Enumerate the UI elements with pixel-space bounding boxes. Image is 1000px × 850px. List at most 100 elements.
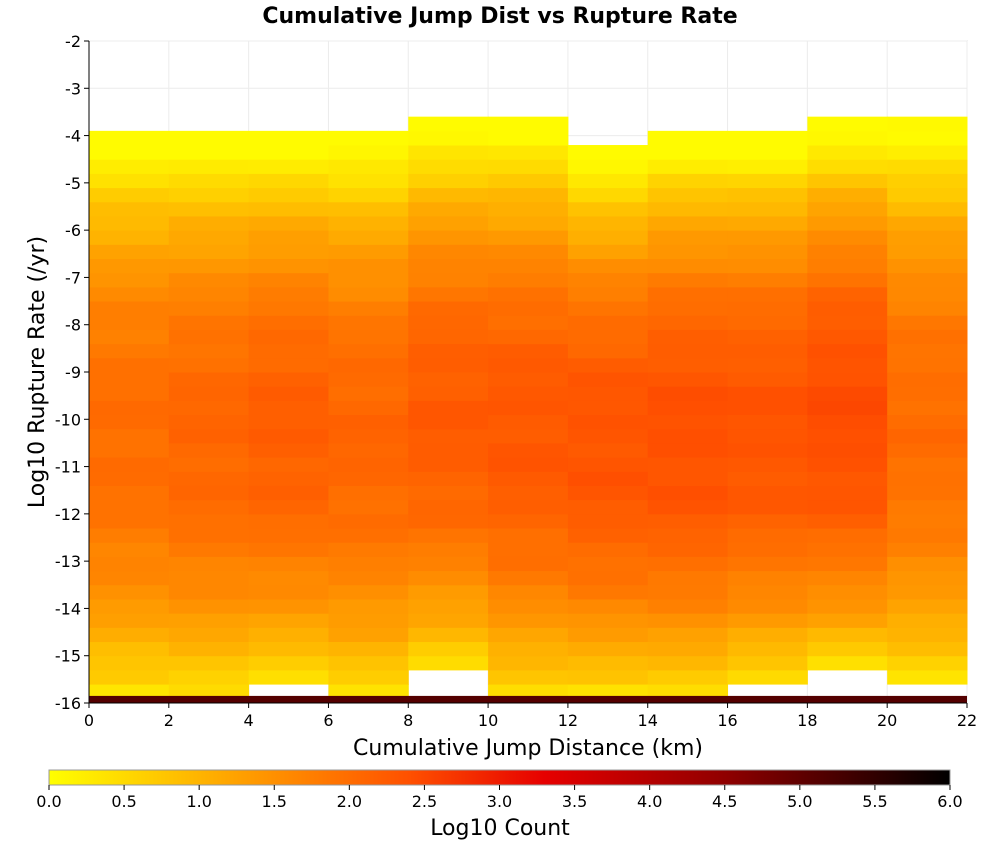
- heat-cell: [89, 471, 170, 486]
- heat-cell: [328, 201, 409, 217]
- heat-cell: [328, 357, 409, 373]
- colorbar-tick-label: 3.5: [562, 792, 587, 811]
- colorbar-label: Log10 Count: [430, 816, 570, 841]
- heat-cell: [647, 556, 729, 572]
- heat-cell: [887, 286, 968, 302]
- heat-cell: [328, 613, 409, 628]
- heat-cell: [807, 471, 888, 486]
- heat-cell: [168, 542, 250, 557]
- heat-cell: [488, 513, 569, 529]
- heat-cell: [89, 173, 170, 189]
- heat-cell: [168, 201, 250, 217]
- heat-cell: [328, 301, 409, 316]
- heat-cell: [727, 428, 808, 444]
- heat-cell: [248, 528, 329, 543]
- heat-cell: [567, 159, 649, 174]
- heat-cell: [89, 258, 170, 274]
- heat-cell: [488, 343, 569, 359]
- heat-cell: [567, 428, 649, 444]
- heat-cell: [887, 598, 968, 614]
- heat-cell: [567, 655, 649, 671]
- heat-cell: [807, 641, 888, 657]
- heat-cell: [567, 145, 649, 160]
- heat-cell: [328, 542, 409, 557]
- heat-cell: [408, 230, 489, 245]
- heat-cell: [408, 570, 489, 586]
- heat-cell: [168, 301, 250, 316]
- heat-cell: [647, 613, 729, 628]
- heat-cell: [488, 258, 569, 274]
- heat-cell: [488, 357, 569, 373]
- heat-cell: [807, 357, 888, 373]
- heat-cell: [248, 230, 329, 245]
- heat-cell: [807, 286, 888, 302]
- heat-cell: [727, 442, 808, 458]
- heat-cell: [408, 329, 489, 345]
- heat-cell: [647, 201, 729, 217]
- heat-cell: [168, 272, 250, 288]
- heat-cell: [328, 145, 409, 160]
- heat-cell: [727, 613, 808, 628]
- y-tick-label: -14: [55, 599, 81, 618]
- heat-cell: [887, 357, 968, 373]
- heat-cell: [887, 627, 968, 643]
- heat-cell: [488, 286, 569, 302]
- heat-cell: [328, 556, 409, 572]
- heat-cell: [89, 315, 170, 330]
- x-axis-label: Cumulative Jump Distance (km): [353, 736, 703, 761]
- heat-cell: [727, 400, 808, 416]
- y-tick-label: -13: [55, 552, 81, 571]
- colorbar-tick-label: 0.0: [36, 792, 61, 811]
- heat-cell: [567, 513, 649, 529]
- heat-cell: [248, 215, 329, 231]
- heat-cell: [328, 258, 409, 274]
- heat-cell: [328, 159, 409, 174]
- heat-cell: [887, 372, 968, 387]
- heat-cell: [647, 428, 729, 444]
- heat-cell: [168, 315, 250, 330]
- heat-cell: [168, 372, 250, 387]
- heat-cell: [647, 145, 729, 160]
- heat-cell: [887, 471, 968, 486]
- heat-cell: [89, 301, 170, 316]
- heat-cell: [807, 145, 888, 160]
- heat-cell: [89, 613, 170, 628]
- heat-cell: [89, 556, 170, 572]
- heat-cell: [807, 598, 888, 614]
- x-axis-ticks: 0 2 4 6 8 10 12 14 16 18 20 22: [84, 702, 977, 730]
- heat-cell: [488, 301, 569, 316]
- heat-cell: [567, 457, 649, 472]
- heat-cell: [168, 613, 250, 628]
- heat-cell: [567, 372, 649, 387]
- heat-cell: [248, 513, 329, 529]
- heat-cell: [488, 428, 569, 444]
- heat-cell: [168, 627, 250, 643]
- heat-cell: [248, 272, 329, 288]
- heat-cell: [887, 400, 968, 416]
- heat-cell: [328, 513, 409, 529]
- heat-cell: [248, 329, 329, 345]
- heat-cell: [408, 400, 489, 416]
- heat-cell: [89, 485, 170, 501]
- colorbar-tick-label: 5.0: [787, 792, 812, 811]
- heat-cell: [727, 187, 808, 203]
- heat-cell: [328, 471, 409, 486]
- x-tick-label: 20: [877, 711, 897, 730]
- colorbar-tick-label: 1.0: [186, 792, 211, 811]
- heat-cell: [168, 457, 250, 472]
- x-tick-label: 16: [717, 711, 737, 730]
- heat-cell: [567, 258, 649, 274]
- heat-cell: [647, 485, 729, 501]
- heat-cell: [168, 471, 250, 486]
- heat-cell: [248, 655, 329, 671]
- heat-cell: [887, 428, 968, 444]
- x-tick-label: 2: [164, 711, 174, 730]
- heat-cell: [328, 272, 409, 288]
- x-tick-label: 14: [638, 711, 658, 730]
- heat-cell: [647, 130, 729, 146]
- heat-cell: [727, 215, 808, 231]
- heat-cell: [488, 655, 569, 671]
- heat-cell: [89, 542, 170, 557]
- x-tick-label: 22: [957, 711, 977, 730]
- heat-cell: [408, 598, 489, 614]
